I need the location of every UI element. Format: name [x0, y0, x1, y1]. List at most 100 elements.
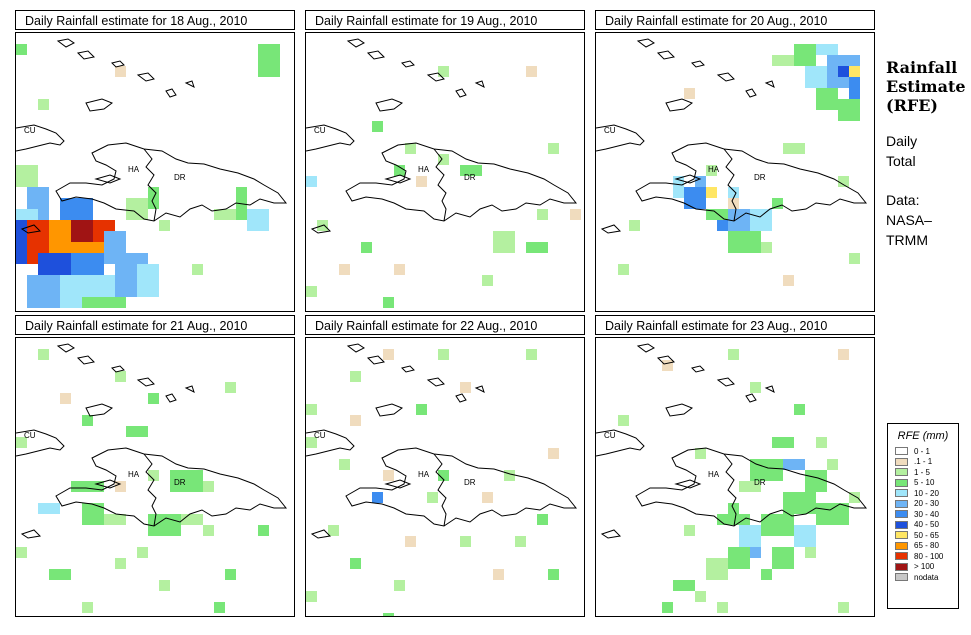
- rainfall-map: CU HA DR: [305, 337, 585, 617]
- country-label-ha: HA: [418, 470, 430, 479]
- rainfall-cell: [438, 66, 449, 77]
- rainfall-cell: [695, 448, 706, 459]
- rainfall-cell: [717, 220, 728, 231]
- rainfall-cell: [137, 547, 148, 558]
- rainfall-cell: [783, 143, 805, 154]
- rainfall-map: CU HA DR: [595, 32, 875, 312]
- rainfall-cell: [618, 264, 629, 275]
- legend-label: 0 - 1: [914, 446, 931, 456]
- rainfall-cell: [783, 275, 794, 286]
- rainfall-cell: [460, 382, 471, 393]
- rainfall-cell: [504, 470, 515, 481]
- coastline: [366, 50, 386, 60]
- map-panel-18-aug: Daily Rainfall estimate for 18 Aug., 201…: [15, 10, 295, 312]
- rainfall-cell: [394, 165, 405, 176]
- rainfall-cell: [438, 349, 449, 360]
- hispaniola-coastline: [55, 447, 288, 527]
- legend-swatch: [895, 510, 908, 519]
- country-label-ha: HA: [708, 470, 720, 479]
- haiti-dr-border: [723, 453, 737, 527]
- coastline-overlay: CU HA DR: [596, 343, 868, 539]
- coastline: [455, 88, 467, 98]
- rainfall-cell: [258, 44, 280, 77]
- rainfall-cell: [728, 547, 750, 569]
- rainfall-cell: [717, 602, 728, 613]
- rainfall-cell: [148, 393, 159, 404]
- rainfall-cell: [16, 220, 27, 264]
- rainfall-cell: [570, 209, 581, 220]
- rainfall-cell: [706, 187, 717, 198]
- coastline: [401, 60, 415, 68]
- coastline-overlay: CU HA DR: [16, 343, 288, 539]
- rainfall-cell: [427, 492, 438, 503]
- map-panel-23-aug: Daily Rainfall estimate for 23 Aug., 201…: [595, 315, 875, 617]
- rainfall-cell: [761, 242, 772, 253]
- rainfall-map: CU HA DR: [595, 337, 875, 617]
- rainfall-cell: [794, 525, 816, 547]
- map-panel-21-aug: Daily Rainfall estimate for 21 Aug., 201…: [15, 315, 295, 617]
- country-label-dr: DR: [754, 173, 766, 182]
- legend-item: 5 - 10: [888, 478, 958, 489]
- rainfall-cell: [515, 536, 526, 547]
- coastline-overlay: CU HA DR: [16, 38, 288, 234]
- rainfall-cell: [783, 459, 805, 470]
- legend-label: 1 - 5: [914, 467, 931, 477]
- rainfall-cell: [772, 547, 794, 569]
- panel-title: Daily Rainfall estimate for 19 Aug., 201…: [305, 10, 585, 30]
- coastline: [600, 529, 622, 539]
- coastline: [375, 403, 404, 417]
- map-panel-19-aug: Daily Rainfall estimate for 19 Aug., 201…: [305, 10, 585, 312]
- rainfall-cell: [739, 525, 761, 547]
- rainfall-cell: [203, 481, 214, 492]
- rainfall-cell: [662, 360, 673, 371]
- rainfall-cell: [416, 404, 427, 415]
- rainfall-cell: [849, 253, 860, 264]
- rainfall-cell: [60, 393, 71, 404]
- legend-item: 0 - 1: [888, 446, 958, 457]
- coastline: [764, 385, 775, 393]
- rainfall-cell: [350, 371, 361, 382]
- legend-swatch: [895, 478, 908, 487]
- rainfall-cell: [761, 514, 794, 536]
- rainfall-cell: [460, 536, 471, 547]
- legend-label: 40 - 50: [914, 520, 939, 530]
- rainfall-cell: [159, 580, 170, 591]
- rainfall-cell: [827, 459, 838, 470]
- country-label-cu: CU: [314, 126, 326, 135]
- legend-swatch: [895, 520, 908, 529]
- hispaniola-coastline: [345, 447, 578, 527]
- rainfall-cell: [838, 176, 849, 187]
- rainfall-cell: [16, 437, 27, 448]
- legend-swatch: [895, 552, 908, 561]
- rainfall-cell: [82, 297, 126, 308]
- country-label-ha: HA: [418, 165, 430, 174]
- legend-title: RFE (mm): [897, 430, 949, 442]
- coastline: [184, 385, 195, 393]
- haiti-dr-border: [433, 148, 447, 222]
- coastline: [85, 98, 114, 112]
- rainfall-cell: [673, 176, 684, 198]
- rainfall-cell: [482, 275, 493, 286]
- legend-item: 10 - 20: [888, 488, 958, 499]
- coastline-overlay: CU HA DR: [306, 38, 578, 234]
- rainfall-cell: [695, 591, 706, 602]
- rainfall-cell: [159, 220, 170, 231]
- coastline: [76, 355, 96, 365]
- rainfall-cell: [137, 264, 159, 297]
- coastline: [20, 224, 42, 234]
- rainfall-cell: [537, 514, 548, 525]
- coastline: [665, 98, 694, 112]
- rainfall-cell: [794, 44, 816, 66]
- rainfall-cell: [38, 503, 60, 514]
- coastline: [745, 88, 757, 98]
- coastline: [310, 529, 332, 539]
- rainfall-cell: [684, 525, 695, 536]
- side-total: Total: [886, 153, 916, 169]
- legend-label: > 100: [914, 562, 935, 572]
- rainfall-cell: [438, 154, 449, 165]
- panel-title: Daily Rainfall estimate for 18 Aug., 201…: [15, 10, 295, 30]
- country-label-cu: CU: [24, 431, 36, 440]
- coastline: [346, 343, 365, 353]
- rainfall-cell: [482, 492, 493, 503]
